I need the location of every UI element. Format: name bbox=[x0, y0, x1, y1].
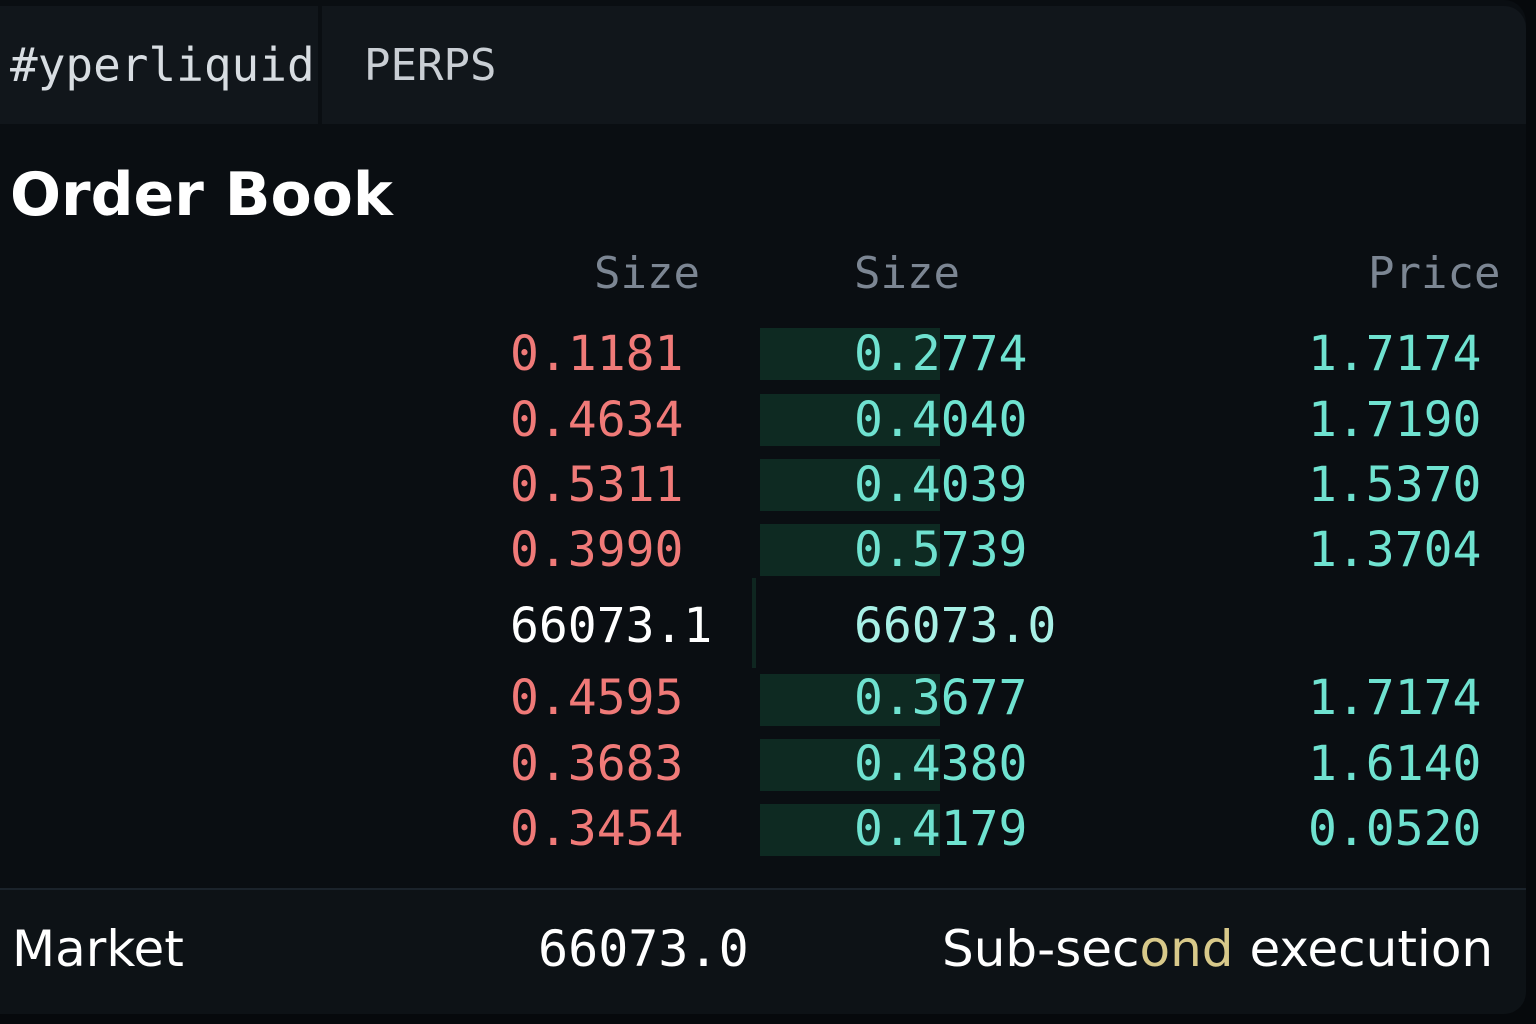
price: 0.0520 bbox=[1308, 801, 1482, 857]
column-header-ask-size: Size bbox=[594, 248, 700, 299]
ask-size: 0.3683 bbox=[510, 736, 684, 792]
bid-size: 0.5739 bbox=[854, 522, 1028, 578]
depth-bar bbox=[760, 739, 940, 791]
market-price: 66073.0 bbox=[538, 920, 749, 978]
price: 1.7190 bbox=[1308, 392, 1482, 448]
execution-note-part: Sub-sec bbox=[942, 920, 1140, 978]
price: 1.3704 bbox=[1308, 522, 1482, 578]
ask-size: 0.5311 bbox=[510, 457, 684, 513]
divider bbox=[752, 578, 756, 668]
ask-size: 0.3990 bbox=[510, 522, 684, 578]
column-header-bid-size: Size bbox=[854, 248, 960, 299]
bid-size: 0.4039 bbox=[854, 457, 1028, 513]
ask-size: 0.1181 bbox=[510, 326, 684, 382]
mid-bid-price: 66073.0 bbox=[854, 598, 1057, 654]
tab-perps[interactable]: PERPS bbox=[364, 39, 497, 91]
footer-bar: Market 66073.0 Sub-second execution bbox=[0, 888, 1526, 1014]
depth-bar bbox=[760, 394, 940, 446]
depth-bar bbox=[760, 674, 940, 726]
bid-size: 0.4040 bbox=[854, 392, 1028, 448]
execution-note: Sub-second execution bbox=[942, 920, 1493, 978]
depth-bar bbox=[760, 524, 940, 576]
top-bar: #yperliquid PERPS bbox=[0, 6, 1526, 124]
price: 1.7174 bbox=[1308, 670, 1482, 726]
ask-size: 0.4595 bbox=[510, 670, 684, 726]
execution-note-part: execution bbox=[1233, 920, 1494, 978]
brand-logo[interactable]: #yperliquid bbox=[0, 6, 322, 124]
ask-size: 0.3454 bbox=[510, 801, 684, 857]
depth-bar bbox=[760, 459, 940, 511]
column-header-price: Price bbox=[1368, 248, 1501, 299]
page-title: Order Book bbox=[10, 160, 393, 230]
price: 1.5370 bbox=[1308, 457, 1482, 513]
bid-size: 0.3677 bbox=[854, 670, 1028, 726]
depth-bar bbox=[760, 804, 940, 856]
price: 1.7174 bbox=[1308, 326, 1482, 382]
execution-note-highlight: ond bbox=[1139, 920, 1234, 978]
market-label[interactable]: Market bbox=[12, 920, 184, 978]
price: 1.6140 bbox=[1308, 736, 1482, 792]
bid-size: 0.2774 bbox=[854, 326, 1028, 382]
bid-size: 0.4179 bbox=[854, 801, 1028, 857]
depth-bar bbox=[760, 328, 940, 380]
ask-size: 0.4634 bbox=[510, 392, 684, 448]
bid-size: 0.4380 bbox=[854, 736, 1028, 792]
mid-ask-price: 66073.1 bbox=[510, 598, 713, 654]
